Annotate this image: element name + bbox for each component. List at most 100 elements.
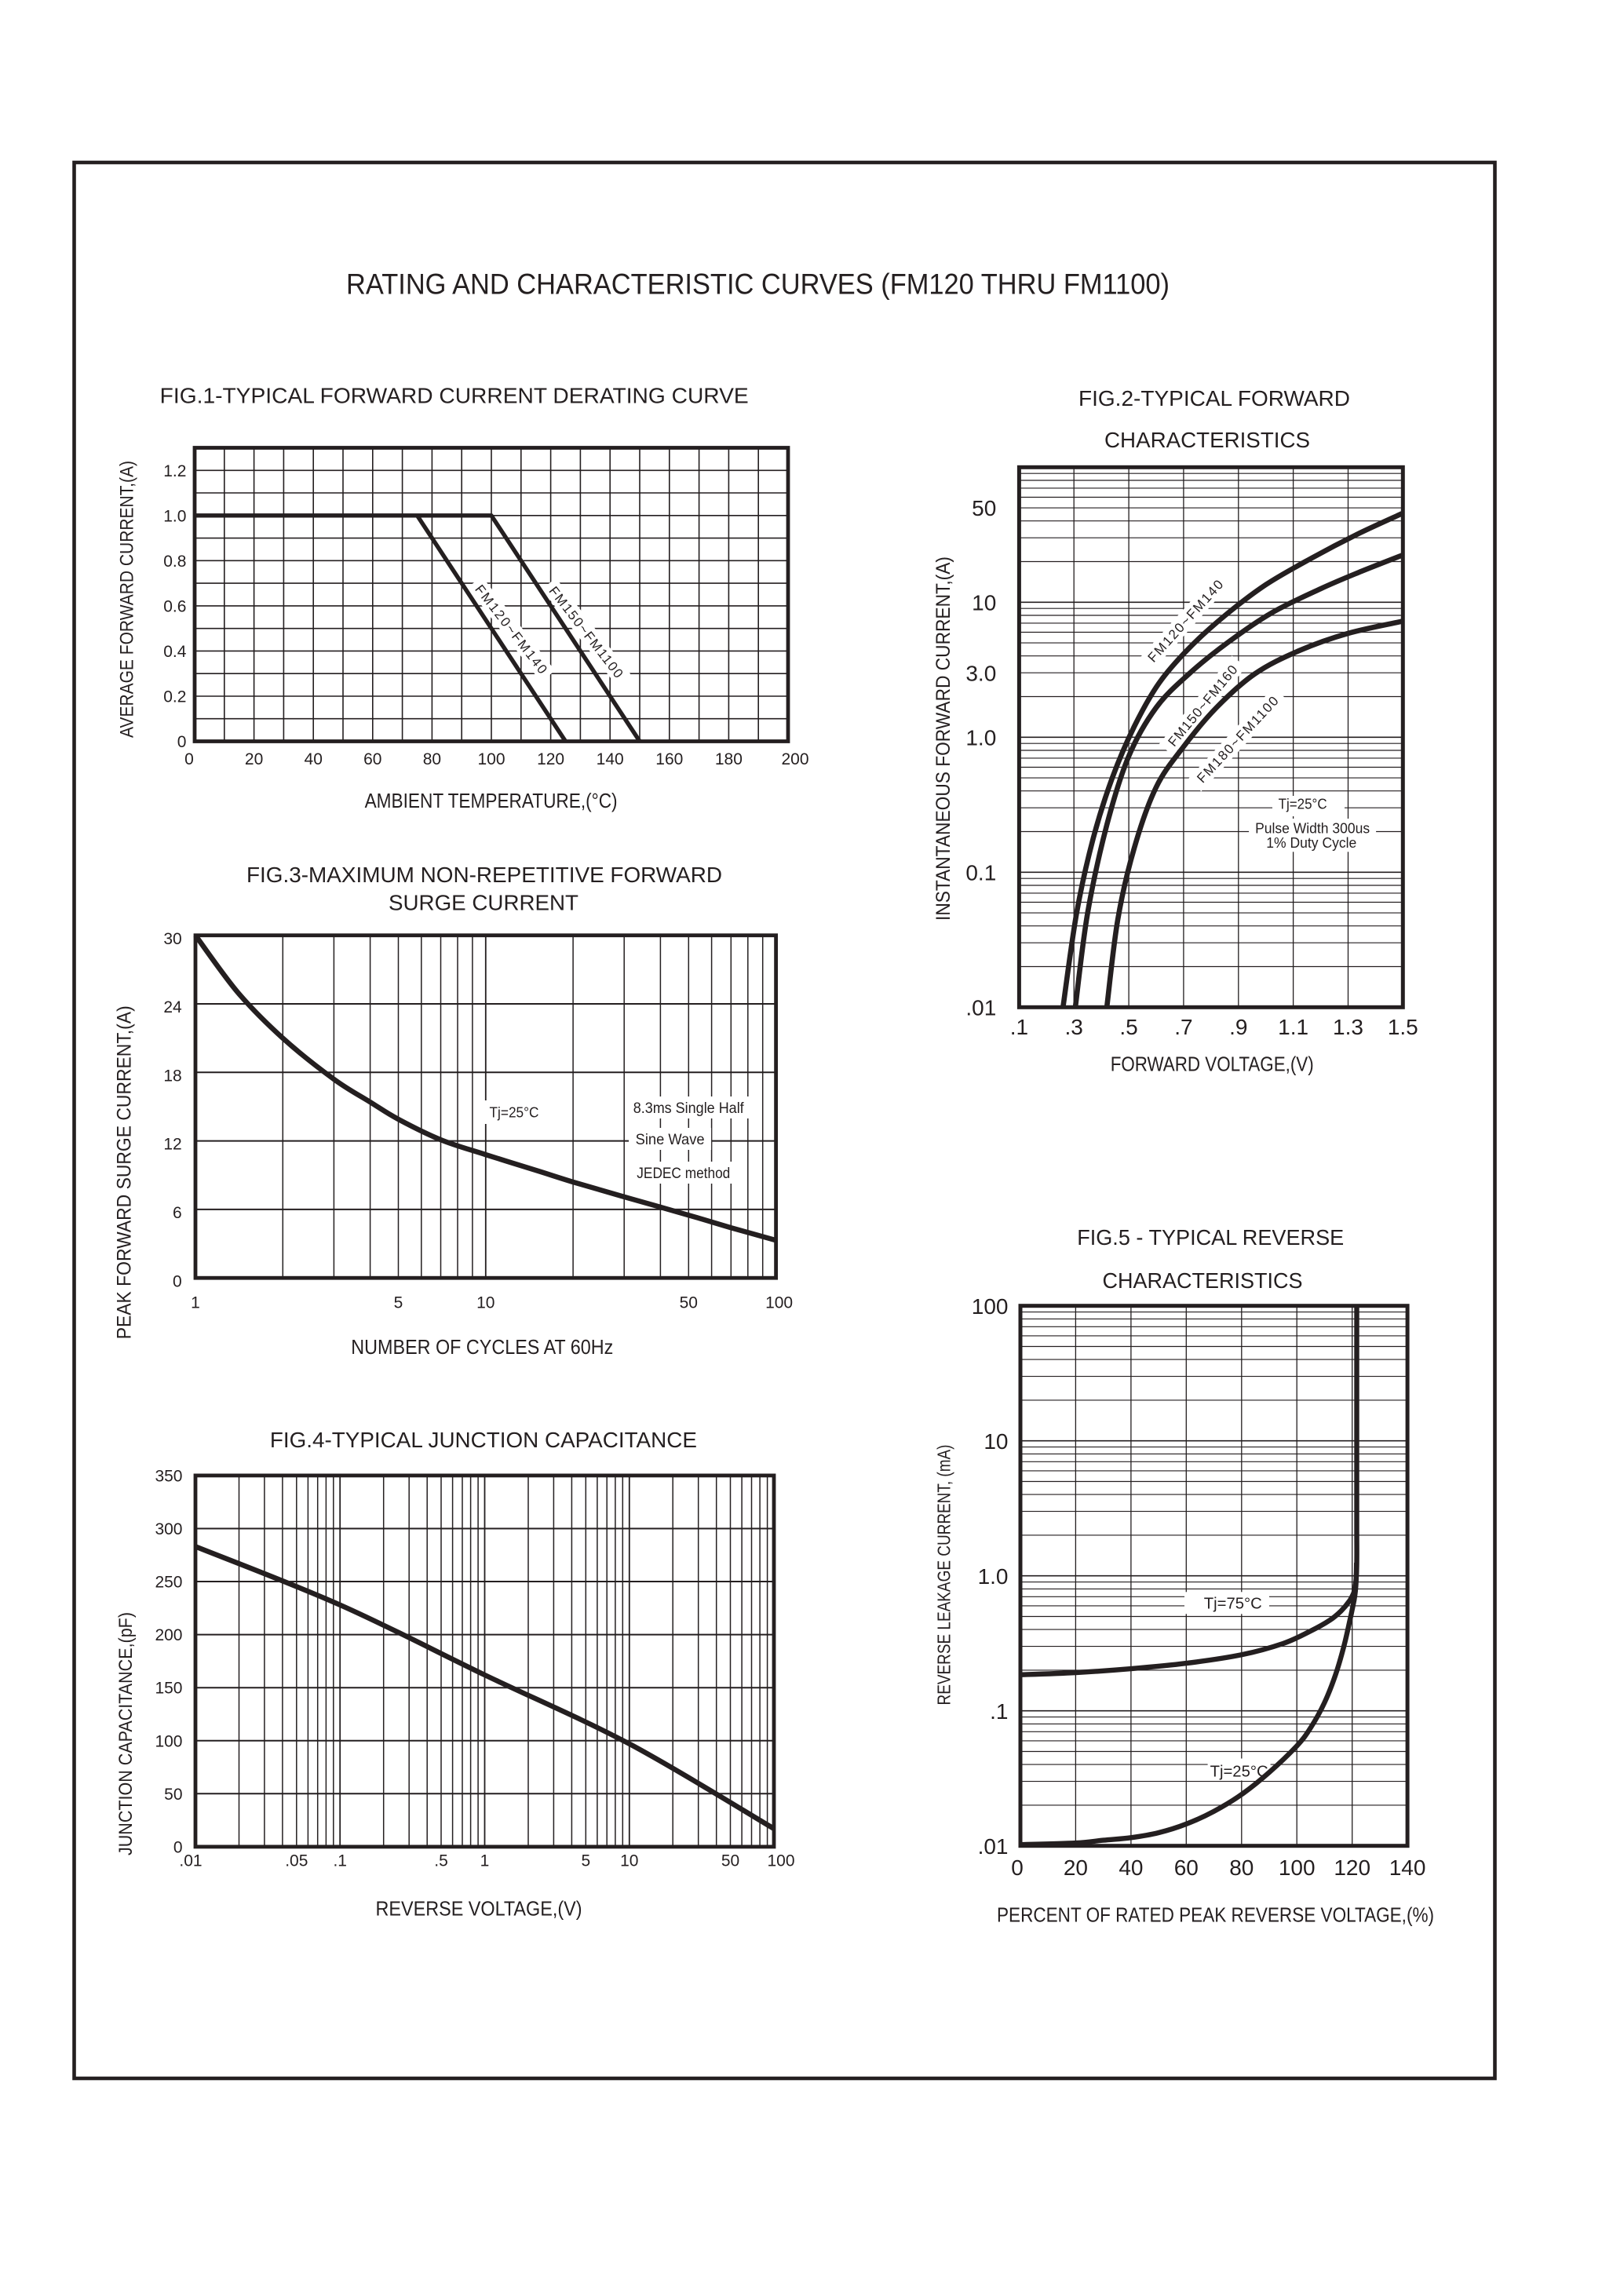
svg-text:.9: .9: [1229, 1015, 1247, 1039]
svg-text:Tj=25°C: Tj=25°C: [1279, 796, 1327, 812]
svg-text:20: 20: [245, 750, 263, 768]
svg-text:100: 100: [1279, 1855, 1316, 1880]
svg-text:FIG.5 - TYPICAL REVERSE: FIG.5 - TYPICAL REVERSE: [1077, 1225, 1344, 1250]
svg-text:Pulse Width 300us: Pulse Width 300us: [1255, 820, 1370, 837]
svg-text:0.6: 0.6: [163, 597, 186, 615]
svg-text:Tj=25°C: Tj=25°C: [1210, 1764, 1268, 1781]
svg-text:.01: .01: [965, 995, 996, 1020]
svg-text:100: 100: [765, 1294, 793, 1312]
svg-text:10: 10: [984, 1429, 1008, 1454]
svg-text:.5: .5: [434, 1852, 448, 1870]
svg-text:200: 200: [155, 1626, 182, 1644]
svg-text:Sine Wave: Sine Wave: [636, 1132, 705, 1148]
svg-text:1.1: 1.1: [1278, 1015, 1308, 1039]
svg-text:50: 50: [164, 1786, 182, 1804]
svg-text:10: 10: [620, 1852, 638, 1870]
svg-text:PERCENT OF RATED PEAK REVERSE: PERCENT OF RATED PEAK REVERSE VOLTAGE,(%…: [997, 1903, 1434, 1926]
svg-text:INSTANTANEOUS FORWARD CURRENT,: INSTANTANEOUS FORWARD CURRENT,(A): [932, 556, 954, 921]
svg-text:150: 150: [155, 1680, 182, 1698]
svg-text:CHARACTERISTICS: CHARACTERISTICS: [1104, 428, 1310, 452]
svg-text:40: 40: [305, 750, 323, 768]
svg-text:.5: .5: [1119, 1015, 1137, 1039]
svg-text:AVERAGE FORWARD CURRENT,(A): AVERAGE FORWARD CURRENT,(A): [116, 461, 137, 738]
svg-text:3.0: 3.0: [965, 661, 996, 685]
svg-text:PEAK FORWARD SURGE CURRENT,(A): PEAK FORWARD SURGE CURRENT,(A): [114, 1005, 136, 1339]
svg-text:140: 140: [597, 750, 624, 768]
svg-text:0: 0: [184, 750, 194, 768]
svg-text:0.8: 0.8: [163, 553, 186, 571]
svg-text:FM120~FM140: FM120~FM140: [472, 582, 550, 677]
svg-text:1.0: 1.0: [163, 507, 186, 525]
svg-text:1% Duty Cycle: 1% Duty Cycle: [1266, 834, 1356, 851]
svg-text:.1: .1: [1010, 1015, 1028, 1039]
svg-text:SURGE CURRENT: SURGE CURRENT: [389, 890, 578, 914]
svg-text:100: 100: [155, 1732, 182, 1750]
svg-text:FIG.4-TYPICAL JUNCTION CAPACIT: FIG.4-TYPICAL JUNCTION CAPACITANCE: [270, 1428, 697, 1452]
svg-text:NUMBER OF CYCLES AT 60Hz: NUMBER OF CYCLES AT 60Hz: [351, 1335, 613, 1359]
svg-text:60: 60: [1174, 1855, 1199, 1880]
svg-text:.01: .01: [978, 1834, 1009, 1859]
svg-text:5: 5: [581, 1852, 590, 1870]
svg-text:.01: .01: [179, 1852, 202, 1870]
svg-text:300: 300: [155, 1520, 182, 1538]
svg-text:RATING AND CHARACTERISTIC CURV: RATING AND CHARACTERISTIC CURVES (FM120 …: [346, 268, 1170, 300]
svg-text:0: 0: [1011, 1855, 1024, 1880]
svg-text:120: 120: [537, 750, 564, 768]
svg-text:FIG.2-TYPICAL FORWARD: FIG.2-TYPICAL FORWARD: [1078, 386, 1350, 410]
svg-text:40: 40: [1119, 1855, 1143, 1880]
svg-text:FIG.1-TYPICAL FORWARD CURRENT: FIG.1-TYPICAL FORWARD CURRENT DERATING C…: [160, 384, 749, 408]
svg-text:8.3ms Single Half: 8.3ms Single Half: [633, 1100, 745, 1117]
svg-text:REVERSE VOLTAGE,(V): REVERSE VOLTAGE,(V): [376, 1896, 582, 1920]
svg-text:10: 10: [476, 1294, 494, 1312]
svg-text:100: 100: [972, 1294, 1009, 1319]
svg-text:250: 250: [155, 1574, 182, 1592]
svg-text:1.0: 1.0: [978, 1564, 1009, 1589]
svg-text:50: 50: [972, 496, 996, 520]
svg-text:80: 80: [423, 750, 441, 768]
svg-text:0: 0: [177, 733, 187, 751]
svg-text:FM150~FM1100: FM150~FM1100: [546, 584, 626, 681]
svg-text:100: 100: [477, 750, 505, 768]
svg-text:0.2: 0.2: [163, 688, 186, 706]
svg-text:FORWARD VOLTAGE,(V): FORWARD VOLTAGE,(V): [1111, 1052, 1314, 1075]
svg-text:FIG.3-MAXIMUM NON-REPETITIVE F: FIG.3-MAXIMUM NON-REPETITIVE FORWARD: [246, 863, 722, 887]
svg-text:12: 12: [163, 1136, 181, 1154]
svg-text:.3: .3: [1065, 1015, 1083, 1039]
svg-text:Tj=25°C: Tj=25°C: [490, 1104, 539, 1121]
svg-text:20: 20: [1064, 1855, 1088, 1880]
svg-text:0.1: 0.1: [965, 860, 996, 885]
svg-text:0.4: 0.4: [163, 643, 187, 661]
svg-text:.1: .1: [333, 1852, 347, 1870]
svg-text:.7: .7: [1174, 1015, 1192, 1039]
svg-text:5: 5: [394, 1294, 403, 1312]
svg-text:100: 100: [767, 1852, 794, 1870]
svg-text:CHARACTERISTICS: CHARACTERISTICS: [1103, 1268, 1303, 1293]
svg-text:30: 30: [163, 930, 181, 948]
svg-text:50: 50: [721, 1852, 739, 1870]
svg-text:80: 80: [1229, 1855, 1254, 1880]
svg-text:JUNCTION CAPACITANCE,(pF): JUNCTION CAPACITANCE,(pF): [115, 1612, 137, 1855]
svg-text:140: 140: [1389, 1855, 1426, 1880]
svg-text:.1: .1: [990, 1699, 1008, 1724]
svg-text:350: 350: [155, 1468, 182, 1486]
svg-text:AMBIENT TEMPERATURE,(°C): AMBIENT TEMPERATURE,(°C): [365, 789, 618, 812]
svg-text:JEDEC method: JEDEC method: [637, 1166, 730, 1182]
svg-text:10: 10: [972, 590, 996, 615]
svg-text:6: 6: [173, 1204, 182, 1222]
svg-text:180: 180: [715, 750, 743, 768]
svg-text:50: 50: [680, 1294, 698, 1312]
svg-text:200: 200: [781, 750, 808, 768]
svg-text:120: 120: [1334, 1855, 1370, 1880]
svg-text:0: 0: [173, 1272, 182, 1290]
svg-text:24: 24: [163, 998, 182, 1016]
svg-text:18: 18: [163, 1067, 181, 1085]
svg-text:1.2: 1.2: [163, 462, 186, 480]
svg-text:1.3: 1.3: [1333, 1015, 1363, 1039]
svg-text:.05: .05: [285, 1852, 308, 1870]
svg-text:160: 160: [655, 750, 683, 768]
svg-text:Tj=75°C: Tj=75°C: [1204, 1596, 1262, 1613]
svg-text:1.5: 1.5: [1388, 1015, 1418, 1039]
svg-text:1.0: 1.0: [965, 725, 996, 750]
svg-text:1: 1: [191, 1294, 200, 1312]
svg-text:0: 0: [173, 1839, 183, 1857]
